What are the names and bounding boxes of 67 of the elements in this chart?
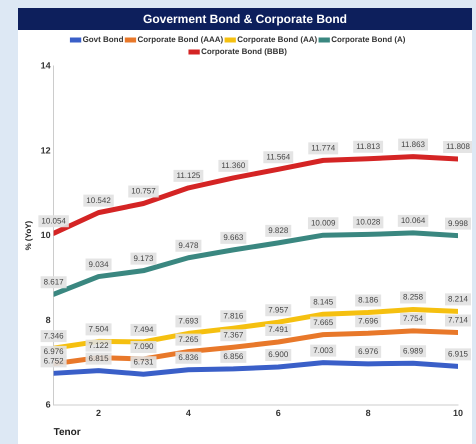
data-label: 10.009 [310, 218, 336, 228]
data-label: 7.696 [358, 316, 379, 326]
x-tick-label: 6 [276, 408, 281, 418]
data-label: 11.564 [266, 152, 291, 162]
data-label: 7.714 [448, 316, 469, 325]
data-label: 7.491 [268, 325, 289, 334]
data-label: 6.976 [44, 347, 64, 356]
data-label: 9.034 [88, 260, 110, 269]
data-label: 7.494 [133, 325, 154, 334]
data-label: 9.663 [223, 233, 244, 242]
legend-label: Corporate Bond (A) [331, 35, 406, 44]
data-label: 7.346 [44, 331, 64, 340]
data-label: 11.808 [446, 142, 470, 152]
data-label: 7.367 [223, 330, 244, 340]
data-label: 10.757 [131, 186, 156, 196]
data-label: 6.989 [403, 346, 424, 356]
data-label: 10.054 [41, 216, 66, 226]
data-label: 7.816 [223, 311, 244, 320]
data-label: 6.856 [223, 352, 244, 362]
x-tick-label: 2 [96, 408, 102, 418]
x-tick-label: 8 [366, 408, 371, 418]
data-label: 7.754 [403, 314, 424, 324]
data-label: 7.003 [313, 346, 334, 355]
data-label: 11.774 [311, 144, 336, 153]
data-label: 8.214 [448, 294, 469, 304]
data-label: 7.693 [178, 316, 199, 326]
legend-label: Corporate Bond (AAA) [137, 35, 224, 44]
data-label: 9.828 [268, 226, 289, 236]
data-label: 11.125 [176, 171, 201, 180]
data-label: 8.258 [403, 292, 424, 302]
data-label: 11.360 [221, 161, 246, 170]
data-label: 10.542 [86, 196, 112, 205]
data-label: 9.173 [133, 254, 154, 263]
data-label: 8.145 [313, 297, 334, 306]
data-label: 8.617 [44, 277, 64, 286]
data-label: 7.265 [178, 334, 199, 344]
legend-label: Corporate Bond (BBB) [201, 47, 288, 56]
data-label: 7.665 [313, 318, 334, 327]
y-tick-label: 12 [40, 145, 51, 156]
x-tick-label: 10 [452, 408, 464, 418]
data-label: 6.900 [268, 350, 289, 360]
data-label: 7.504 [88, 324, 110, 334]
data-label: 10.028 [356, 218, 381, 227]
y-tick-label: 14 [40, 60, 51, 70]
y-tick-label: 6 [46, 400, 51, 410]
data-label: 7.957 [268, 305, 289, 314]
data-label: 6.752 [44, 356, 64, 366]
legend-label: Govt Bond [82, 35, 124, 44]
legend-label: Corporate Bond (AA) [237, 35, 318, 44]
data-label: 6.836 [178, 352, 199, 362]
data-label: 9.478 [178, 240, 199, 250]
y-tick-label: 8 [46, 314, 51, 325]
data-label: 11.863 [401, 140, 426, 149]
data-label: 9.998 [448, 218, 469, 228]
data-label: 8.186 [358, 296, 379, 305]
chart-title: Goverment Bond & Corporate Bond [18, 8, 472, 30]
data-label: 10.064 [400, 216, 426, 226]
data-label: 11.813 [356, 142, 381, 151]
data-label: 6.976 [358, 347, 379, 356]
data-label: 7.122 [88, 340, 110, 350]
y-axis-title: % (YoY) [24, 220, 34, 250]
data-label: 6.915 [448, 350, 469, 359]
data-label: 6.731 [133, 357, 154, 366]
y-tick-label: 10 [40, 230, 51, 240]
x-axis-title: Tenor [54, 426, 81, 438]
data-label: 7.090 [133, 342, 154, 352]
x-tick-label: 4 [186, 408, 191, 418]
